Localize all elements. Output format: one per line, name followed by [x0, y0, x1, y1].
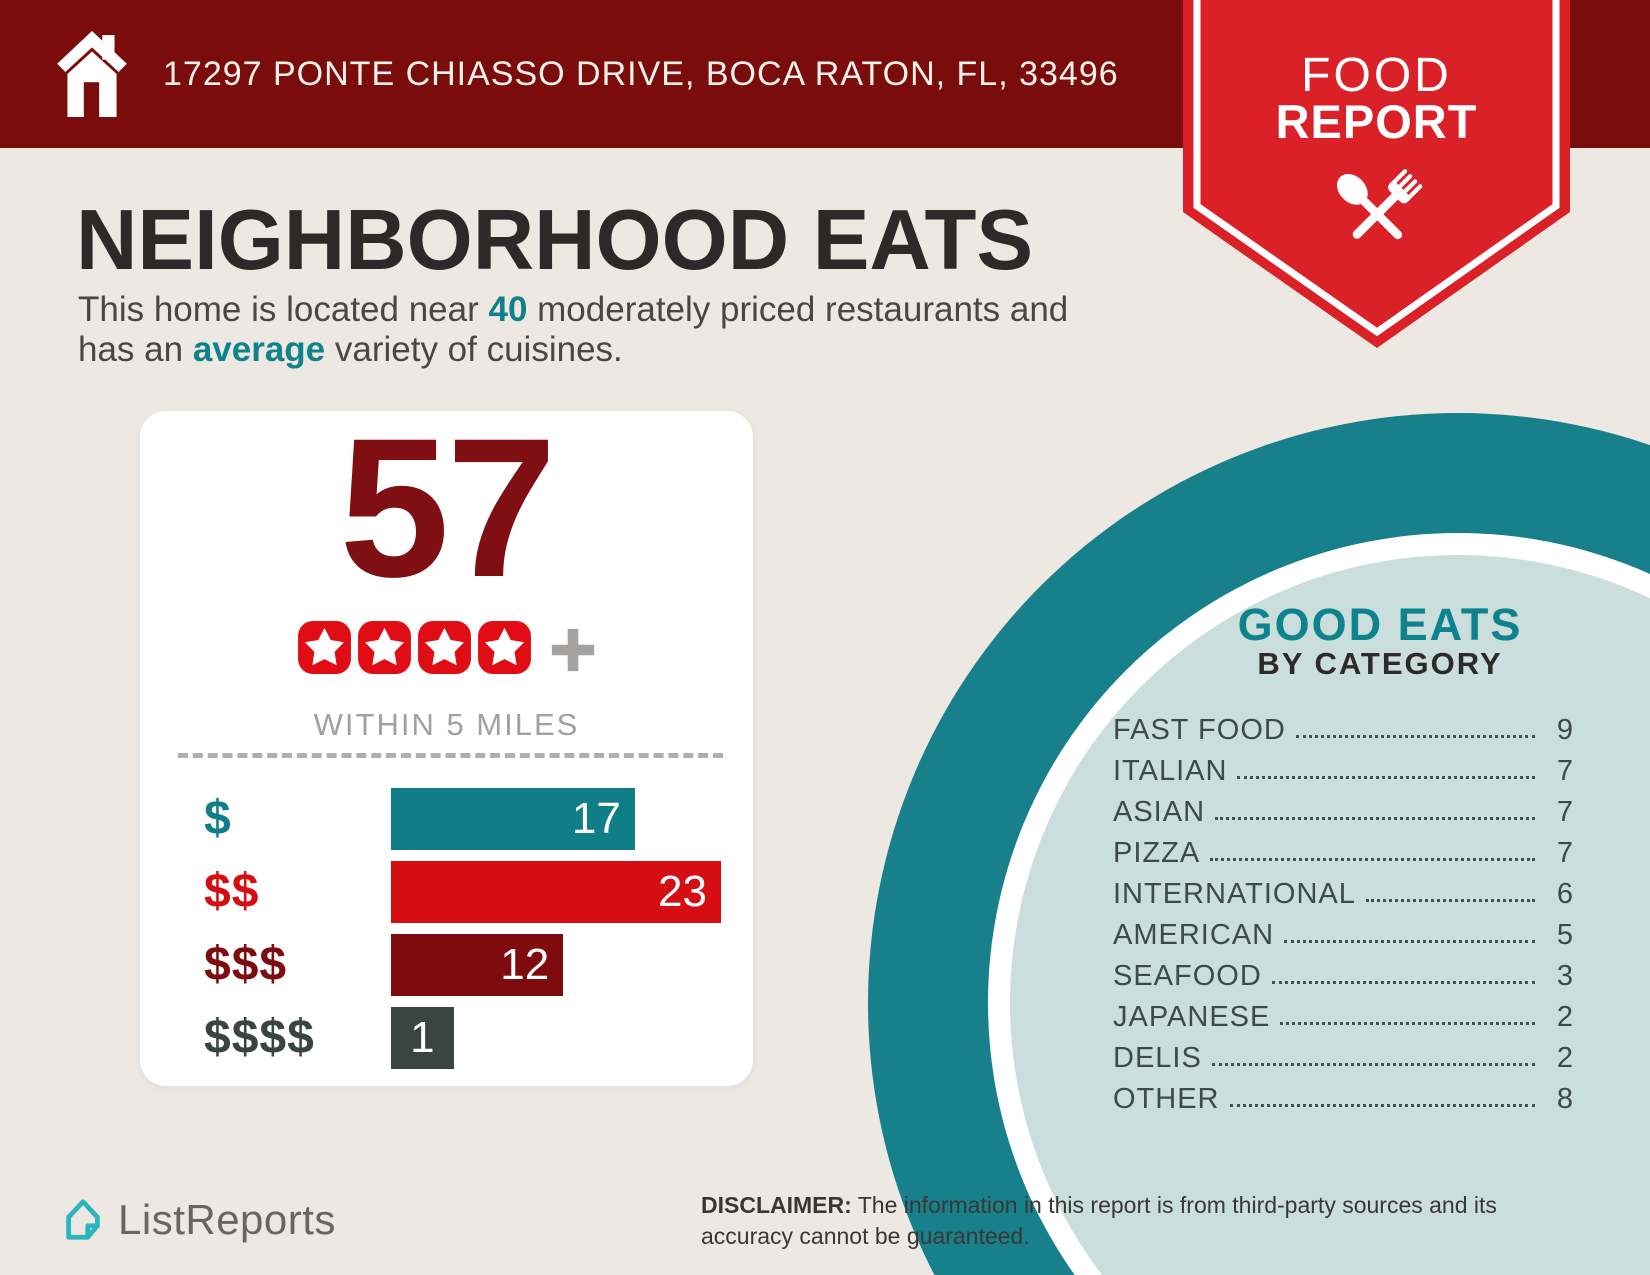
plus-icon	[549, 626, 597, 674]
badge-title-line2: REPORT	[1275, 95, 1478, 148]
price-tier-label: $	[204, 792, 232, 845]
price-tier-label: $$	[204, 865, 260, 918]
bar-track: 12	[391, 934, 721, 996]
price-tier-label: $$$$	[204, 1011, 315, 1064]
dot-leader	[1210, 858, 1535, 861]
page-title: NEIGHBORHOOD EATS	[76, 193, 1034, 288]
bar-track: 23	[391, 861, 721, 923]
category-list: FAST FOOD 9 ITALIAN 7 ASIAN 7 PIZZA 7 INTERNATIO…	[1113, 704, 1573, 1114]
disclaimer: DISCLAIMER: The information in this repo…	[701, 1190, 1581, 1252]
badge-title-line1: FOOD	[1301, 49, 1452, 102]
home-icon	[57, 31, 127, 117]
category-name: INTERNATIONAL	[1113, 877, 1356, 910]
star-icon	[357, 620, 412, 680]
category-name: OTHER	[1113, 1082, 1220, 1115]
dot-leader	[1365, 899, 1535, 902]
dashed-divider	[178, 753, 723, 758]
category-count: 2	[1556, 1041, 1573, 1074]
price-bar: 1	[391, 1007, 454, 1069]
category-count: 7	[1556, 795, 1573, 828]
category-row: OTHER 8	[1113, 1073, 1573, 1114]
category-count: 8	[1556, 1082, 1573, 1115]
intro-sentence: This home is located near 40 moderately …	[78, 290, 1118, 370]
dot-leader	[1295, 735, 1535, 738]
category-name: ASIAN	[1113, 795, 1206, 828]
ribbon-banner-shape	[1183, 0, 1570, 348]
price-bar-row: $$ 23	[140, 861, 753, 923]
category-count: 2	[1556, 1000, 1573, 1033]
dot-leader	[1280, 1022, 1535, 1025]
category-row: FAST FOOD 9	[1113, 704, 1573, 745]
category-row: ASIAN 7	[1113, 786, 1573, 827]
dot-leader	[1215, 817, 1535, 820]
price-bar: 23	[391, 861, 721, 923]
bar-track: 1	[391, 1007, 721, 1069]
bar-value: 1	[410, 1013, 435, 1062]
intro-post: variety of cuisines.	[325, 330, 623, 369]
food-report-badge: FOOD REPORT	[1183, 0, 1570, 350]
category-row: DELIS 2	[1113, 1032, 1573, 1073]
listreports-logo: ListReports	[60, 1196, 336, 1244]
price-bar-row: $$$ 12	[140, 934, 753, 996]
spoon-fork-icon	[1337, 169, 1423, 240]
star-icon	[417, 620, 472, 680]
restaurant-total: 57	[339, 397, 556, 618]
price-bar: 12	[391, 934, 564, 996]
bar-track: 17	[391, 788, 721, 850]
dot-leader	[1237, 776, 1535, 779]
variety-highlight: average	[192, 330, 326, 369]
good-eats-subtitle: BY CATEGORY	[1257, 646, 1503, 681]
category-count: 7	[1556, 754, 1573, 787]
listreports-house-icon	[66, 1199, 100, 1240]
bar-value: 17	[571, 794, 621, 843]
category-count: 5	[1556, 918, 1573, 951]
property-address: 17297 PONTE CHIASSO DRIVE, BOCA RATON, F…	[163, 54, 1119, 93]
disclaimer-label: DISCLAIMER:	[701, 1192, 852, 1218]
summary-card: 57 WITHIN 5 MILES $17 $$ 23 $$$ 12 $$$$ 1	[140, 397, 753, 1086]
price-bar-row: $17	[140, 788, 753, 850]
category-count: 7	[1556, 836, 1573, 869]
dot-leader	[1284, 940, 1535, 943]
intro-pre: This home is located near	[78, 290, 489, 329]
category-row: AMERICAN 5	[1113, 909, 1573, 950]
category-row: SEAFOOD 3	[1113, 950, 1573, 991]
price-bar-chart: $17 $$ 23 $$$ 12 $$$$ 1	[140, 788, 753, 1080]
category-name: ITALIAN	[1113, 754, 1228, 787]
category-name: DELIS	[1113, 1041, 1202, 1074]
category-name: JAPANESE	[1113, 1000, 1271, 1033]
category-row: ITALIAN 7	[1113, 745, 1573, 786]
good-eats-title: GOOD EATS	[1237, 599, 1523, 650]
dot-leader	[1211, 1063, 1535, 1066]
bar-value: 12	[500, 940, 550, 989]
category-row: PIZZA 7	[1113, 827, 1573, 868]
price-tier-label: $$$	[204, 938, 288, 991]
disclaimer-text: The information in this report is from t…	[701, 1192, 1497, 1249]
price-bar-row: $$$$ 1	[140, 1007, 753, 1069]
category-row: INTERNATIONAL 6	[1113, 868, 1573, 909]
category-name: SEAFOOD	[1113, 959, 1262, 992]
category-name: PIZZA	[1113, 836, 1201, 869]
star-icon	[477, 620, 532, 680]
category-count: 9	[1556, 713, 1573, 746]
logo-text: ListReports	[118, 1196, 336, 1243]
star-rating	[140, 620, 753, 680]
restaurant-count: 40	[488, 290, 528, 329]
category-count: 3	[1556, 959, 1573, 992]
category-row: JAPANESE 2	[1113, 991, 1573, 1032]
dot-leader	[1271, 981, 1535, 984]
star-icon	[297, 620, 352, 680]
intro-mid: moderately priced restaurants and has an	[78, 290, 1069, 369]
dot-leader	[1229, 1104, 1535, 1107]
category-count: 6	[1556, 877, 1573, 910]
bar-value: 23	[658, 867, 707, 916]
category-name: AMERICAN	[1113, 918, 1275, 951]
radius-label: WITHIN 5 MILES	[313, 707, 580, 742]
price-bar: 17	[391, 788, 635, 850]
category-name: FAST FOOD	[1113, 713, 1286, 746]
